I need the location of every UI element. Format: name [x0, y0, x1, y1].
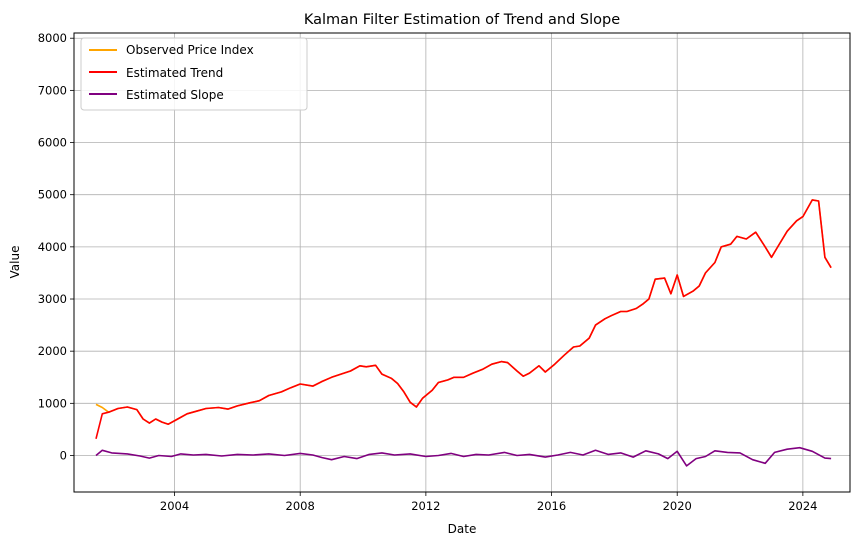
y-tick-label: 7000: [38, 83, 67, 97]
x-tick-label: 2024: [788, 499, 817, 513]
y-tick-label: 0: [60, 448, 67, 462]
x-axis-label: Date: [448, 522, 477, 536]
y-tick-label: 6000: [38, 136, 67, 150]
y-tick-label: 2000: [38, 344, 67, 358]
y-tick-label: 8000: [38, 31, 67, 45]
y-tick-label: 3000: [38, 292, 67, 306]
x-tick-label: 2008: [286, 499, 315, 513]
y-tick-label: 1000: [38, 396, 67, 410]
series-line-2: [95, 446, 832, 467]
x-tick-label: 2016: [537, 499, 566, 513]
y-tick-label: 5000: [38, 188, 67, 202]
y-axis: 0 1000 2000 3000 4000 5000 6000 7000 8000: [38, 31, 74, 462]
x-axis: 2004 2008 2012 2016 2020 2024: [160, 492, 818, 513]
series-line-1: [95, 199, 832, 439]
y-tick-label: 4000: [38, 240, 67, 254]
legend-label-slope: Estimated Slope: [126, 88, 224, 102]
legend-box: [80, 37, 308, 111]
legend-label-observed: Observed Price Index: [126, 43, 254, 57]
chart-title: Kalman Filter Estimation of Trend and Sl…: [304, 12, 620, 28]
legend: Observed Price Index Estimated Trend Est…: [80, 37, 308, 111]
x-tick-label: 2020: [663, 499, 692, 513]
plot-frame: [73, 32, 851, 493]
x-tick-label: 2012: [411, 499, 440, 513]
x-tick-label: 2004: [160, 499, 189, 513]
y-axis-label: Value: [8, 246, 22, 279]
legend-label-trend: Estimated Trend: [126, 66, 223, 80]
series-layer: [95, 199, 832, 467]
